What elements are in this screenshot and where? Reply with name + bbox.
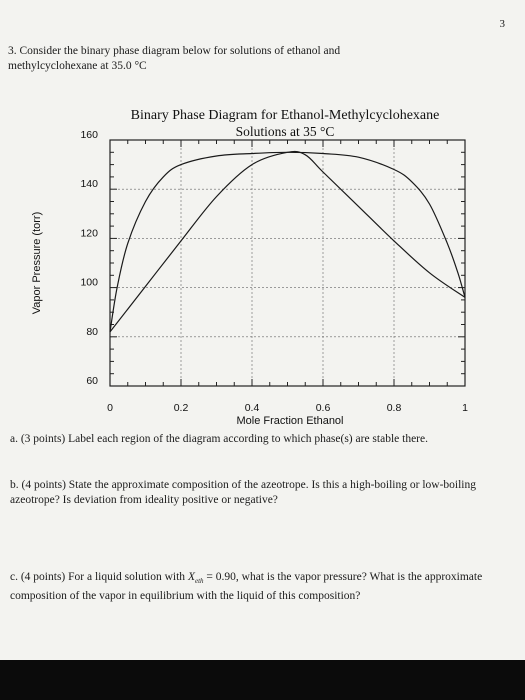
chart-title: Binary Phase Diagram for Ethanol-Methylc… (131, 108, 440, 123)
x-tick-label: 1 (462, 402, 468, 414)
y-axis-label: Vapor Pressure (torr) (31, 212, 43, 315)
part-c: c. (4 points) For a liquid solution with… (10, 570, 500, 603)
curves (109, 150, 466, 333)
y-tick-label: 100 (80, 277, 98, 289)
part-c-text-after: = 0.90, what is the vapor pressure? What… (10, 571, 483, 602)
part-b: b. (4 points) State the approximate comp… (10, 479, 476, 506)
y-tick-label: 120 (80, 227, 98, 239)
y-tick-label: 80 (86, 326, 98, 338)
part-a: a. (3 points) Label each region of the d… (10, 433, 428, 445)
x-tick-label: 0.2 (174, 402, 189, 414)
y-tick-label: 140 (80, 178, 98, 190)
x-axis-label: Mole Fraction Ethanol (237, 415, 344, 427)
question-header: 3. Consider the binary phase diagram bel… (8, 44, 448, 74)
page-number: 3 (499, 18, 506, 30)
lower-curve (109, 150, 466, 333)
chart-subtitle: Solutions at 35 °C (236, 124, 335, 139)
y-tick-label: 160 (80, 129, 98, 141)
phase-diagram-chart: Binary Phase Diagram for Ethanol-Methylc… (31, 108, 468, 427)
x-variable-subscript: eth (194, 577, 204, 585)
x-tick-label: 0.4 (245, 402, 260, 414)
question-line-2: methylcyclohexane at 35.0 °C (8, 60, 147, 72)
x-tick-label: 0.6 (316, 402, 331, 414)
x-variable: X (187, 571, 195, 583)
question-line-1: 3. Consider the binary phase diagram bel… (8, 45, 341, 57)
part-c-text-before: c. (4 points) For a liquid solution with (10, 571, 186, 583)
x-tick-label: 0.8 (387, 402, 402, 414)
upper-curve (109, 151, 466, 332)
y-tick-label: 60 (86, 375, 98, 387)
bottom-dark-band (0, 660, 525, 700)
grid-lines (110, 140, 465, 386)
x-tick-label: 0 (107, 402, 113, 414)
